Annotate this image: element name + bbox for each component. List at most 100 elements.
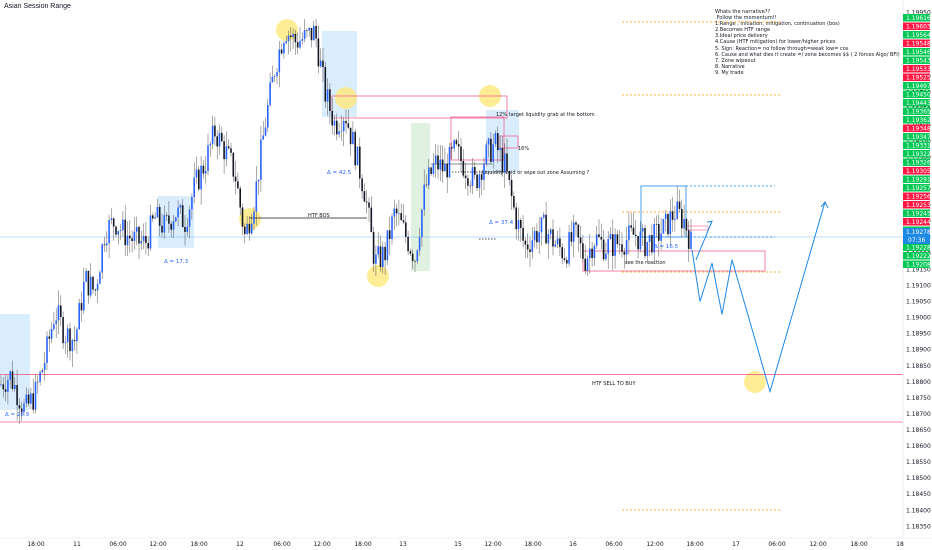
candle-body	[225, 146, 228, 160]
candle-body	[239, 188, 241, 208]
candle-body	[508, 171, 511, 180]
price-tag	[903, 124, 930, 132]
candle-body	[138, 226, 140, 244]
candle-body	[262, 135, 264, 140]
candle-body	[407, 236, 409, 252]
candle-body	[411, 253, 414, 261]
candle-body	[674, 218, 676, 220]
liquidity-grab-label: 12% target liquidity grab at the bottom	[496, 112, 595, 118]
candle-body	[393, 208, 396, 217]
candle-body	[635, 234, 637, 236]
price-tag-label: 1.19603	[906, 23, 931, 30]
candle-body	[202, 165, 205, 174]
price-tag-label: 1.19546	[906, 49, 931, 56]
candle-body	[664, 213, 667, 220]
time-tick-label: 12:00	[313, 541, 330, 548]
candle-body	[145, 236, 147, 244]
time-tick-label: 18:00	[850, 541, 867, 548]
candle-body	[559, 238, 561, 248]
candle-body	[186, 226, 189, 232]
candle-body	[421, 209, 423, 238]
candle-body	[625, 240, 628, 255]
price-tick-label: 1.18900	[906, 347, 931, 354]
candle-body	[536, 231, 538, 243]
see-reaction-label: see the reaction	[625, 260, 666, 266]
candle-body	[315, 25, 317, 39]
price-tag-label: 1.19564	[906, 32, 931, 39]
price-tag	[903, 48, 930, 56]
candle-body	[685, 218, 688, 231]
candle-body	[446, 163, 448, 178]
candle-body	[584, 258, 586, 271]
candle-body	[340, 130, 343, 132]
time-tick-label: 12:00	[646, 541, 663, 548]
candle-body	[250, 223, 253, 234]
price-tick-label: 1.19950	[906, 9, 931, 16]
range-label: Δ = 42.5	[327, 170, 352, 176]
liquidity-void-label: Liquidity void or wipe out zone Assuming…	[482, 170, 589, 176]
time-tick-label: 12:00	[484, 541, 501, 548]
candle-body	[299, 40, 301, 48]
candle-body	[349, 127, 352, 145]
candle-body	[678, 201, 681, 209]
candle-body	[232, 152, 235, 177]
candle-body	[566, 259, 568, 264]
candle-body	[469, 185, 471, 187]
candle-body	[184, 226, 186, 232]
candle-body	[414, 260, 416, 262]
candle-body	[595, 234, 598, 246]
price-tag	[903, 243, 930, 251]
price-tag	[903, 22, 930, 30]
candle-body	[354, 131, 356, 166]
pink-small-box	[685, 225, 709, 231]
candle-body	[244, 226, 246, 234]
candle-body	[543, 214, 545, 218]
candle-body	[651, 235, 653, 253]
candle-body	[487, 138, 490, 145]
candle-body	[322, 60, 324, 68]
time-tick-label: 11	[73, 541, 81, 548]
candle-body	[69, 328, 71, 352]
candle-body	[386, 230, 389, 261]
candle-body	[53, 324, 55, 329]
candle-body	[216, 136, 218, 147]
candle-body	[14, 384, 16, 389]
pink-zone-box	[450, 116, 505, 161]
time-tick-label: 13	[399, 541, 407, 548]
candle-body	[112, 218, 115, 227]
candle-body	[646, 241, 649, 257]
candle-body	[237, 181, 239, 189]
candle-body	[329, 89, 331, 111]
candle-body	[540, 217, 543, 233]
candle-body	[616, 234, 619, 245]
candle-body	[269, 82, 271, 105]
candle-body	[161, 225, 163, 233]
candle-body	[336, 120, 338, 135]
candle-body	[464, 175, 467, 179]
candle-body	[177, 207, 179, 218]
price-axis[interactable]: 1.199501.198501.197501.197001.196501.196…	[902, 0, 932, 550]
candle-body	[600, 236, 603, 240]
price-tag-label: 1.19244	[906, 219, 931, 226]
candle-body	[499, 147, 501, 151]
price-tag-label: 1.19525	[906, 74, 931, 81]
price-tag	[903, 65, 930, 73]
candle-body	[278, 49, 281, 73]
time-tick-label: 12	[236, 541, 244, 548]
time-tick-label: 06:00	[109, 541, 126, 548]
candle-body	[591, 248, 593, 259]
time-tick-label: 06:00	[605, 541, 622, 548]
price-tag-label: 1.19616	[906, 15, 931, 22]
blue-range-box	[640, 185, 687, 238]
price-tag	[903, 31, 930, 39]
candle-body	[529, 249, 531, 253]
candle-body	[667, 213, 669, 235]
time-tick-label: 06:00	[768, 541, 785, 548]
candle-body	[175, 217, 177, 222]
time-tick-label: 18	[896, 541, 904, 548]
candle-body	[497, 133, 499, 151]
price-tag	[903, 133, 930, 141]
candle-body	[119, 230, 122, 232]
time-axis[interactable]: 18:00 11 06:00 12:00 18:00 12 06:00 12:00 18:00 1…	[0, 537, 932, 548]
